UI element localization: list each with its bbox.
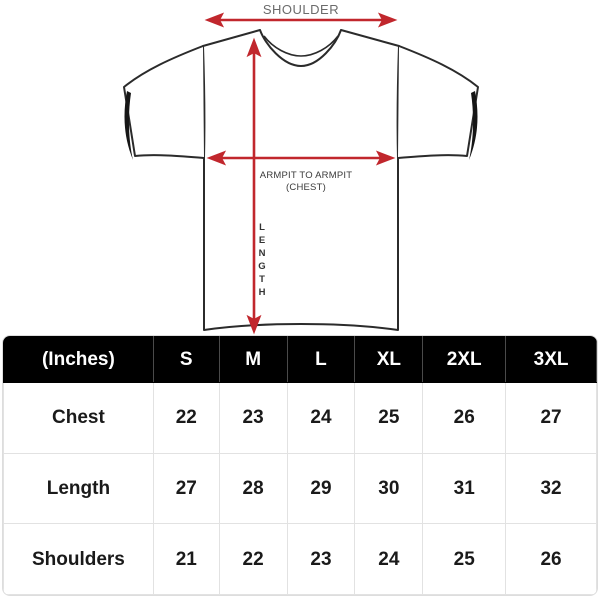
svg-text:G: G xyxy=(258,261,265,272)
svg-text:H: H xyxy=(259,287,266,298)
svg-text:N: N xyxy=(259,248,266,259)
svg-text:SHOULDER: SHOULDER xyxy=(263,2,339,17)
svg-text:E: E xyxy=(259,235,265,246)
svg-text:ARMPIT TO ARMPIT: ARMPIT TO ARMPIT xyxy=(260,170,352,181)
svg-text:L: L xyxy=(259,222,265,233)
svg-text:T: T xyxy=(259,274,265,285)
svg-text:(CHEST): (CHEST) xyxy=(286,182,326,193)
